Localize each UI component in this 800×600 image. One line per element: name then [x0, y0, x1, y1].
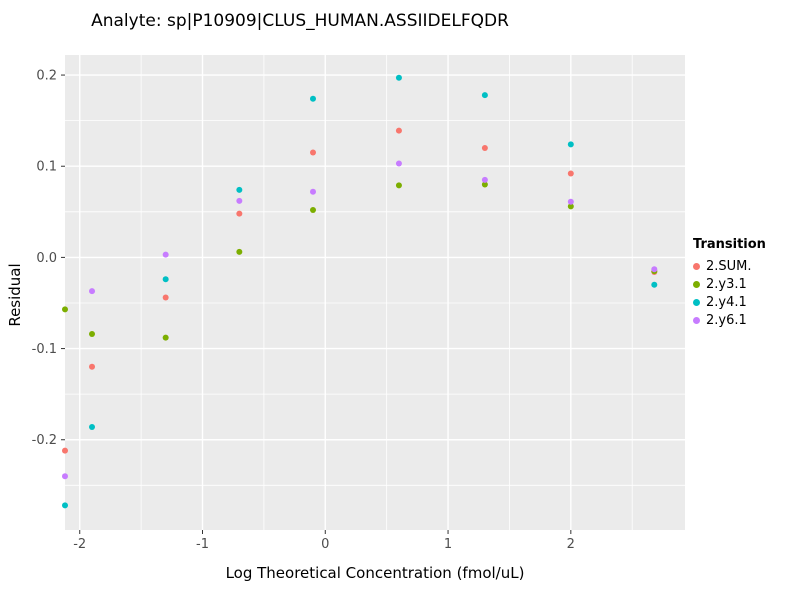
legend-entry-label: 2.y6.1	[706, 312, 747, 328]
data-point-2.y6.1	[310, 188, 316, 195]
legend-title: Transition	[693, 237, 766, 252]
x-tick-label: 2	[567, 537, 575, 552]
legend-key-dot	[693, 298, 700, 306]
x-axis-label: Log Theoretical Concentration (fmol/uL)	[225, 564, 525, 582]
legend-entry-label: 2.y4.1	[706, 294, 747, 310]
data-point-2.y6.1	[651, 266, 658, 273]
y-tick-label: -0.1	[32, 342, 57, 357]
data-point-2.y4.1	[62, 502, 68, 509]
legend-key-dot	[693, 316, 700, 324]
data-point-2.y3.1	[236, 248, 243, 255]
data-point-2.y6.1	[567, 198, 574, 205]
data-point-2.y4.1	[310, 95, 316, 102]
y-axis-label: Residual	[6, 263, 24, 327]
data-point-2.y6.1	[236, 197, 243, 204]
data-point-2.y4.1	[395, 74, 402, 81]
data-point-2.y4.1	[567, 141, 574, 148]
data-point-2.y3.1	[567, 203, 574, 210]
data-point-2.y6.1	[62, 473, 68, 480]
chart-title: Analyte: sp|P10909|CLUS_HUMAN.ASSIIDELFQ…	[91, 11, 509, 31]
data-point-2.y3.1	[481, 181, 488, 188]
x-tick-label: -2	[73, 537, 86, 552]
data-point-2.y4.1	[481, 92, 488, 99]
data-point-2.y3.1	[62, 306, 68, 313]
data-point-2.y6.1	[395, 160, 402, 167]
data-point-2.SUM.	[395, 127, 402, 134]
legend-entry: 2.y6.1	[693, 311, 766, 329]
legend: Transition 2.SUM. 2.y3.1 2.y4.1 2.y6.1	[693, 237, 766, 329]
data-point-2.y3.1	[395, 182, 402, 189]
data-point-2.SUM.	[62, 447, 68, 454]
legend-entries: 2.SUM. 2.y3.1 2.y4.1 2.y6.1	[693, 257, 766, 329]
plot-panel	[65, 55, 685, 530]
data-point-2.y3.1	[310, 206, 316, 213]
data-point-2.y3.1	[89, 330, 96, 337]
data-point-2.y4.1	[162, 276, 169, 283]
legend-entry: 2.SUM.	[693, 257, 766, 275]
data-point-2.y6.1	[162, 251, 169, 258]
legend-key-dot	[693, 262, 700, 270]
data-point-2.SUM.	[310, 149, 316, 156]
data-point-2.SUM.	[236, 210, 243, 217]
x-tick-label: 1	[444, 537, 452, 552]
x-tick-label: -1	[196, 537, 209, 552]
data-point-2.y4.1	[651, 281, 658, 288]
legend-entry: 2.y4.1	[693, 293, 766, 311]
legend-entry: 2.y3.1	[693, 275, 766, 293]
data-point-2.y3.1	[162, 334, 169, 341]
legend-entry-label: 2.y3.1	[706, 276, 747, 292]
legend-entry-label: 2.SUM.	[706, 258, 752, 274]
x-tick-label: 0	[321, 537, 329, 552]
y-tick-label: -0.2	[32, 433, 57, 448]
data-point-2.SUM.	[89, 363, 96, 370]
y-tick-label: 0.0	[36, 251, 57, 266]
y-tick-label: 0.2	[36, 69, 57, 84]
data-point-2.SUM.	[567, 170, 574, 177]
data-point-2.y6.1	[481, 176, 488, 183]
y-tick-label: 0.1	[36, 160, 57, 175]
data-point-2.SUM.	[162, 294, 169, 301]
data-point-2.SUM.	[481, 144, 488, 151]
data-point-2.y4.1	[89, 423, 96, 430]
data-point-2.y6.1	[89, 288, 96, 295]
legend-key-dot	[693, 280, 700, 288]
data-point-2.y4.1	[236, 186, 243, 193]
